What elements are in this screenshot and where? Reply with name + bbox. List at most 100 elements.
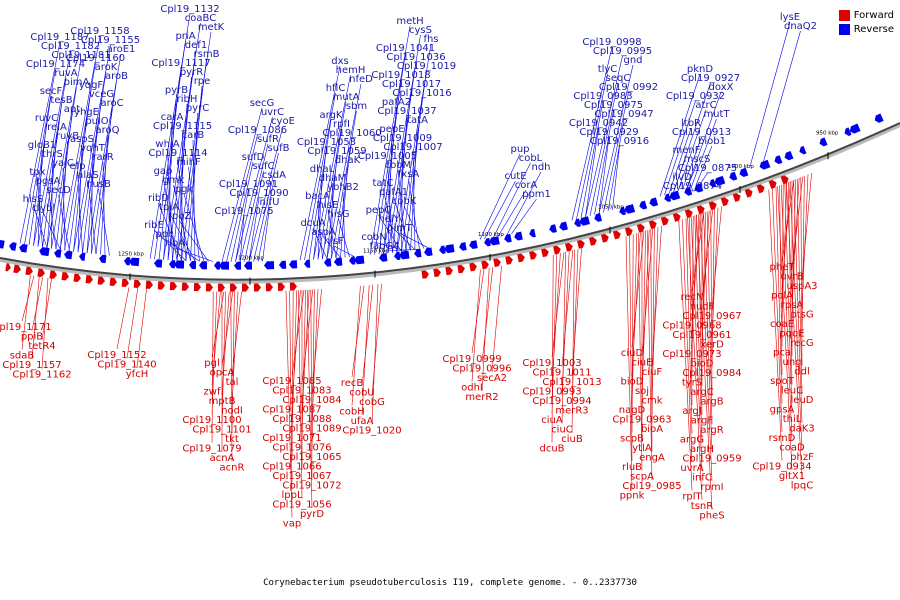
reverse-leader-line	[686, 91, 722, 189]
forward-gene-label: Cpl19_1171	[0, 322, 52, 333]
reverse-gene-arrow	[264, 261, 275, 270]
forward-leader-line	[711, 206, 722, 311]
forward-gene-label: ddl	[794, 367, 809, 378]
reverse-leader-line	[62, 167, 66, 251]
reverse-leader-line	[506, 171, 542, 235]
genome-backbone	[0, 122, 900, 281]
reverse-gene-arrow	[739, 167, 749, 178]
forward-gene-label: Cpl19_1100	[182, 415, 241, 426]
reverse-gene-arrow	[664, 193, 672, 202]
reverse-gene-arrow	[39, 247, 50, 257]
reverse-gene-arrow	[79, 252, 86, 261]
reverse-gene-label: hisE	[318, 200, 339, 211]
reverse-leader-line	[576, 73, 608, 220]
reverse-gene-label: cyoE	[271, 116, 295, 127]
legend-reverse: Reverse	[838, 22, 894, 36]
forward-leader-line	[690, 216, 703, 472]
reverse-leader-line	[163, 94, 177, 260]
reverse-gene-label: Cpl19_0947	[594, 109, 653, 120]
reverse-gene-label: Cpl19_0998	[582, 37, 641, 48]
reverse-leader-line	[77, 170, 83, 253]
tick-label: 950 kbp	[816, 130, 839, 136]
reverse-gene-label: tpx	[29, 167, 45, 178]
reverse-leader-line	[188, 166, 200, 262]
reverse-leader-line	[333, 245, 355, 257]
forward-gene-label: Cpl19_1087	[262, 405, 321, 416]
forward-gene-label: Cpl19_0967	[682, 311, 741, 322]
reverse-leader-line	[401, 142, 403, 252]
reverse-leader-line	[331, 110, 357, 259]
forward-gene-arrow	[529, 251, 537, 260]
reverse-leader-line	[60, 140, 68, 250]
forward-leader-line	[706, 211, 713, 425]
reverse-gene-arrow	[784, 150, 794, 161]
reverse-gene-label: cobN	[361, 232, 386, 243]
reverse-gene-label: aroB	[105, 71, 128, 82]
reverse-gene-label: metK	[198, 22, 225, 33]
reverse-leader-line	[401, 70, 427, 252]
reverse-leader-line	[664, 100, 696, 196]
reverse-leader-line	[700, 172, 708, 184]
forward-leader-line	[641, 230, 646, 414]
reverse-gene-label: pup	[510, 144, 529, 155]
forward-leader-line	[306, 289, 313, 509]
forward-gene-label: coaE	[770, 319, 794, 330]
forward-leader-line	[631, 234, 634, 433]
forward-gene-label: recG	[790, 338, 813, 349]
reverse-gene-label: argK	[320, 110, 343, 121]
reverse-gene-label: rpe	[194, 76, 211, 87]
reverse-leader-line	[682, 136, 702, 190]
reverse-leader-line	[322, 128, 342, 259]
reverse-gene-arrow	[469, 240, 478, 250]
forward-gene-label: dcuB	[539, 444, 564, 455]
reverse-leader-line	[607, 118, 625, 212]
reverse-leader-line	[87, 179, 97, 255]
reverse-gene-arrow	[124, 257, 131, 266]
forward-leader-line	[351, 285, 365, 378]
reverse-leader-line	[598, 136, 610, 214]
reverse-gene-label: dhaL	[310, 164, 335, 175]
reverse-leader-line	[580, 100, 604, 219]
forward-gene-label: acnR	[220, 463, 245, 474]
genome-backbone-shadow	[0, 123, 900, 284]
forward-gene-label: ciuA	[541, 415, 563, 426]
reverse-leader-line	[73, 116, 87, 252]
reverse-gene-arrow	[819, 137, 828, 147]
reverse-leader-line	[47, 185, 57, 250]
forward-leader-line	[801, 172, 812, 281]
reverse-gene-label: dhaM	[319, 173, 346, 184]
reverse-gene-label: Cpl19_1117	[151, 58, 210, 69]
reverse-gene-label: cysS	[409, 25, 432, 36]
forward-gene-label: cobU	[349, 388, 374, 399]
forward-gene-arrow	[133, 279, 141, 288]
forward-gene-label: Cpl19_0963	[612, 415, 671, 426]
forward-gene-label: gltX1	[779, 471, 805, 482]
reverse-gene-label: Cpl19_1009	[373, 133, 432, 144]
forward-leader-line	[651, 226, 659, 395]
reverse-gene-label: rsmB	[194, 49, 220, 60]
reverse-leader-line	[313, 146, 327, 260]
reverse-leader-line	[399, 232, 429, 249]
reverse-gene-label: Cpl19_1007	[383, 142, 442, 153]
forward-leader-line	[777, 186, 793, 471]
reverse-gene-label: tatC	[373, 178, 394, 189]
forward-gene-label: ppiB	[21, 332, 43, 343]
reverse-gene-arrow	[709, 178, 717, 188]
reverse-gene-label: cobL	[519, 153, 543, 164]
reverse-leader-line	[369, 25, 411, 256]
figure-caption: Corynebacterium pseudotuberculosis I19, …	[263, 578, 637, 588]
reverse-gene-arrow	[214, 261, 221, 270]
reverse-gene-arrow	[844, 127, 852, 136]
reverse-gene-label: sufC	[252, 161, 274, 172]
reverse-leader-line	[412, 151, 416, 250]
reverse-gene-label: vqhT	[80, 143, 106, 154]
forward-leader-line	[491, 265, 502, 373]
reverse-gene-arrow	[459, 242, 467, 251]
reverse-gene-arrow	[379, 253, 388, 262]
reverse-gene-arrow	[439, 245, 446, 254]
forward-gene-label: Cpl19_0993	[522, 387, 581, 398]
reverse-gene-label: apt	[64, 104, 80, 115]
forward-gene-label: Cpl19_1088	[272, 414, 331, 425]
forward-leader-line	[571, 247, 582, 377]
reverse-leader-line	[179, 220, 209, 262]
